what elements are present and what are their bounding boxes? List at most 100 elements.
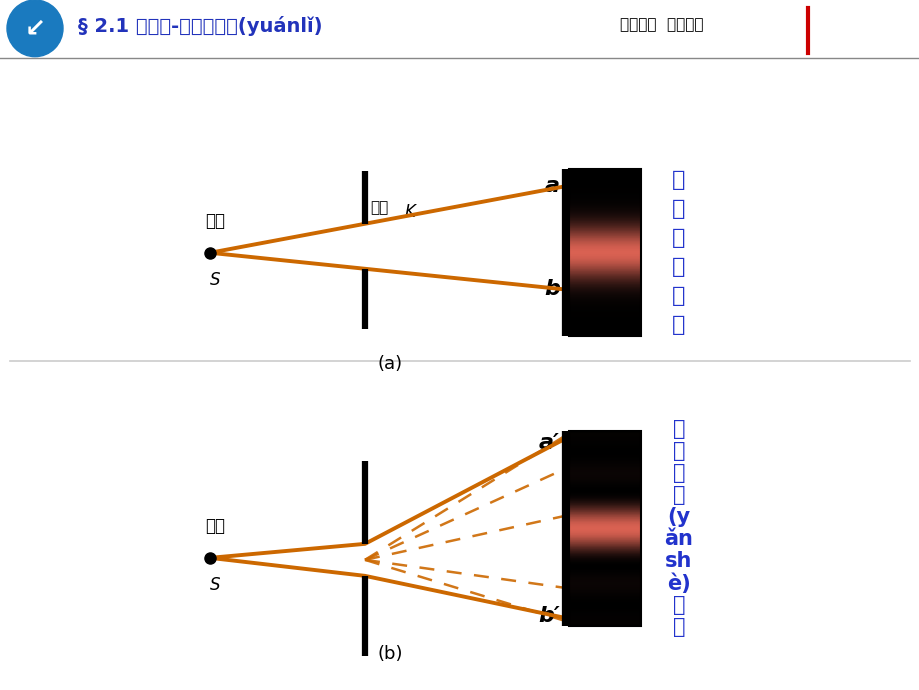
Bar	[568, 460, 641, 461]
Bar	[568, 487, 641, 489]
Bar	[568, 504, 641, 506]
Bar	[568, 534, 641, 535]
Bar	[568, 201, 641, 202]
Bar	[568, 469, 641, 470]
Bar	[568, 618, 641, 620]
Bar	[568, 215, 641, 216]
Bar	[568, 321, 641, 322]
Bar	[568, 541, 641, 542]
Bar	[568, 625, 641, 627]
Bar	[568, 568, 641, 569]
Bar	[568, 475, 641, 476]
Bar	[568, 457, 641, 459]
Bar	[568, 237, 641, 238]
Bar	[568, 523, 641, 524]
Bar	[568, 562, 641, 563]
Bar	[568, 595, 641, 596]
Bar	[568, 561, 641, 562]
Bar	[568, 330, 641, 331]
Bar	[568, 451, 641, 452]
Bar	[568, 602, 641, 603]
Bar	[568, 548, 641, 549]
Bar	[568, 247, 641, 248]
Bar	[568, 275, 641, 276]
Bar	[568, 318, 641, 319]
Bar	[568, 531, 641, 532]
Bar	[568, 560, 641, 561]
Bar	[568, 169, 641, 336]
Bar	[568, 445, 641, 446]
Bar	[568, 616, 641, 617]
Bar	[568, 455, 641, 456]
Bar	[568, 227, 641, 228]
Bar	[568, 606, 641, 607]
Bar	[568, 544, 641, 545]
Bar	[568, 599, 641, 600]
Bar	[568, 239, 641, 241]
Bar	[568, 308, 641, 309]
Bar	[568, 477, 641, 478]
Bar	[568, 519, 641, 520]
Bar	[568, 571, 641, 572]
Bar	[568, 275, 641, 276]
Bar	[568, 235, 641, 236]
Bar	[568, 265, 641, 266]
Bar	[568, 455, 641, 456]
Bar	[568, 431, 641, 432]
Bar	[568, 267, 641, 268]
Bar	[568, 280, 641, 281]
Bar	[568, 174, 641, 175]
Bar	[568, 320, 641, 322]
Bar	[568, 603, 641, 604]
Bar	[568, 509, 641, 510]
Bar	[568, 517, 641, 518]
Bar	[568, 588, 641, 589]
Bar	[568, 301, 641, 302]
Text: § 2.1 惠更斯-菲涅耳原理(yuánlǐ): § 2.1 惠更斯-菲涅耳原理(yuánlǐ)	[78, 17, 323, 37]
Bar	[568, 221, 641, 223]
Bar	[568, 624, 641, 625]
Bar	[568, 248, 641, 249]
Bar	[568, 322, 641, 324]
Bar	[568, 622, 641, 623]
Bar	[568, 189, 641, 190]
Bar	[568, 184, 641, 185]
Bar	[568, 169, 641, 170]
Bar	[568, 461, 641, 462]
Bar	[568, 623, 641, 624]
Bar	[568, 199, 641, 201]
Bar	[568, 443, 641, 444]
Bar	[568, 501, 641, 502]
Bar	[568, 270, 641, 271]
Bar	[568, 618, 641, 619]
Bar	[568, 559, 641, 560]
Bar	[568, 511, 641, 513]
Bar	[568, 537, 641, 538]
Text: 屏: 屏	[571, 434, 580, 448]
Bar	[568, 619, 641, 620]
Bar	[568, 260, 641, 261]
Bar	[568, 295, 641, 296]
Bar	[568, 484, 641, 486]
Bar	[568, 192, 641, 193]
Text: 衍: 衍	[672, 463, 685, 483]
Text: a: a	[544, 177, 560, 197]
Bar	[568, 487, 641, 488]
Bar	[568, 551, 641, 552]
Bar	[568, 447, 641, 448]
Bar	[568, 323, 641, 324]
Bar	[568, 605, 641, 606]
Bar	[568, 456, 641, 457]
Bar	[568, 471, 641, 472]
Bar	[568, 612, 641, 613]
Bar	[568, 589, 641, 591]
Bar	[568, 311, 641, 312]
Bar	[568, 497, 641, 498]
Bar	[568, 434, 641, 435]
Bar	[568, 443, 641, 444]
Bar	[568, 292, 641, 293]
Bar	[568, 260, 641, 261]
Bar	[568, 581, 641, 582]
Bar	[568, 183, 641, 184]
Bar	[568, 199, 641, 200]
